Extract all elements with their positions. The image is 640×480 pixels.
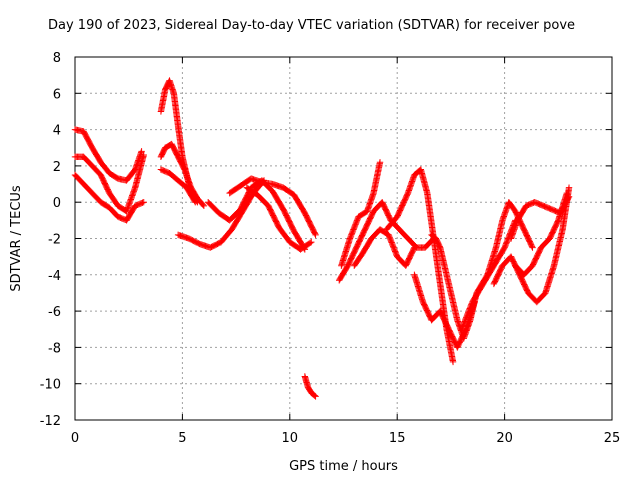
- data-point: [307, 239, 314, 247]
- data-point: [411, 244, 418, 251]
- series-track-4: [157, 77, 201, 206]
- data-point: [312, 393, 319, 400]
- x-tick-label: 0: [71, 431, 79, 446]
- data-point: [376, 159, 384, 166]
- x-tick-label: 15: [389, 431, 406, 446]
- data-point: [528, 243, 536, 250]
- data-point: [191, 197, 198, 205]
- series-track-6: [157, 166, 199, 206]
- data-point: [138, 148, 145, 155]
- data-points: [71, 77, 573, 400]
- series-track-14: [351, 226, 418, 269]
- data-point: [308, 238, 315, 246]
- x-tick-label: 5: [178, 431, 186, 446]
- x-tick-label: 20: [496, 431, 513, 446]
- y-tick-label: -10: [40, 378, 61, 393]
- series-track-10: [243, 184, 315, 253]
- data-point: [200, 202, 208, 210]
- series-track-19: [473, 199, 536, 297]
- data-point: [311, 230, 319, 237]
- y-tick-label: 2: [53, 160, 61, 175]
- data-point: [529, 244, 536, 251]
- y-tick-label: 0: [53, 196, 61, 211]
- x-tick-label: 10: [282, 431, 299, 446]
- y-tick-label: -2: [48, 233, 61, 248]
- y-axis-label: SDTVAR / TECUs: [9, 185, 24, 292]
- y-tick-label: -8: [48, 341, 61, 356]
- series-track-9: [226, 175, 319, 239]
- data-point: [449, 358, 457, 366]
- chart-title: Day 190 of 2023, Sidereal Day-to-day VTE…: [48, 18, 576, 33]
- data-point: [199, 201, 207, 208]
- y-tick-label: -4: [48, 269, 61, 284]
- series-track-11: [301, 373, 319, 400]
- data-point: [140, 151, 147, 159]
- series-track-7: [174, 177, 268, 251]
- series-track-13: [338, 159, 384, 269]
- grid-lines: [75, 57, 612, 420]
- y-tick-label: -6: [48, 305, 61, 320]
- axis-ticks: 0 5 10 15 20 25 -12 -10 -8 -6 -4 -2 0 2 4 6 8: [40, 51, 621, 446]
- data-point: [139, 199, 146, 206]
- series-track-22: [512, 189, 571, 278]
- data-point: [410, 245, 418, 252]
- y-tick-label: 4: [53, 124, 61, 139]
- data-point: [563, 189, 571, 197]
- series-track-8: [204, 177, 309, 253]
- data-point: [311, 392, 318, 399]
- series-track-3: [71, 171, 147, 224]
- y-tick-label: -12: [40, 414, 61, 429]
- y-tick-label: 6: [53, 87, 61, 102]
- series-track-2: [71, 151, 147, 215]
- series-track-17: [428, 231, 480, 342]
- y-tick-label: 8: [53, 51, 61, 66]
- data-point: [192, 199, 199, 206]
- x-tick-label: 25: [604, 431, 621, 446]
- data-point: [140, 199, 147, 206]
- data-point: [565, 184, 573, 191]
- data-point: [312, 231, 319, 239]
- x-axis-label: GPS time / hours: [289, 459, 398, 474]
